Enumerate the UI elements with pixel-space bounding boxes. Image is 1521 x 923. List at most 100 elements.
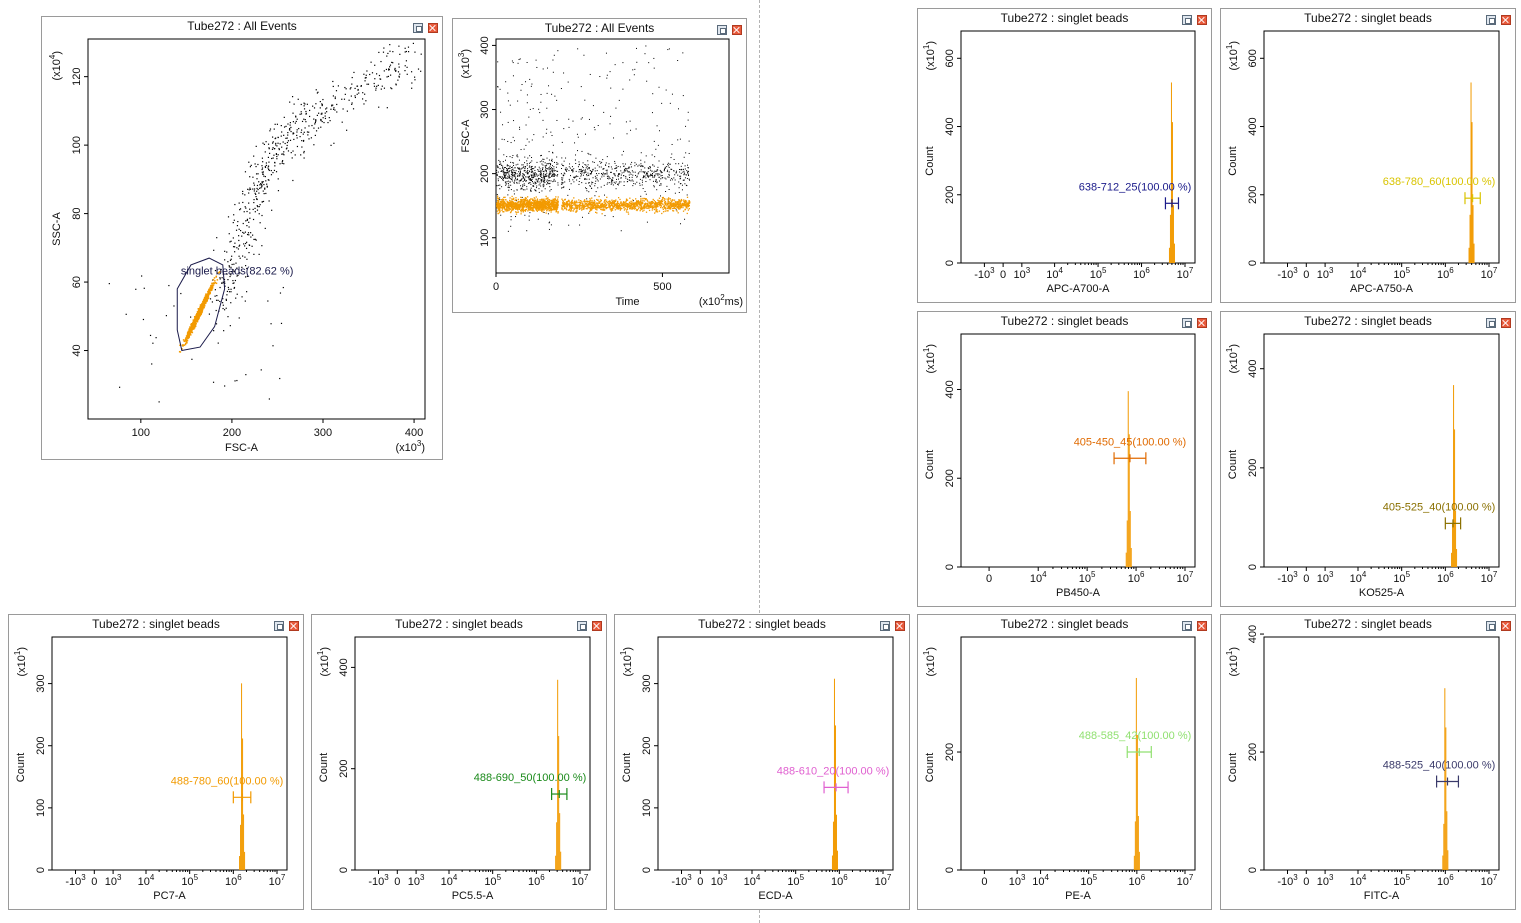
plot-window-fsc-ssc[interactable]: Tube272 : All Events 100 200 300 400 40 60 80 10… bbox=[41, 16, 443, 460]
plot-window-pe[interactable]: Tube272 : singlet beads 0 103 104 105 106 107 0… bbox=[917, 614, 1212, 910]
plot-window-ko525[interactable]: Tube272 : singlet beads -103 0 103 104 105 106… bbox=[1220, 311, 1516, 607]
x-tick-label: 106 bbox=[1133, 266, 1150, 281]
plot-frame bbox=[1263, 333, 1500, 568]
restore-icon[interactable] bbox=[1486, 318, 1496, 328]
plot-frame bbox=[495, 38, 730, 274]
close-icon[interactable] bbox=[428, 23, 438, 33]
histogram-bar bbox=[832, 821, 834, 870]
x-tick-label: 105 bbox=[181, 873, 198, 888]
restore-icon[interactable] bbox=[1486, 621, 1496, 631]
gate-label: 488-690_50(100.00 %) bbox=[474, 772, 587, 784]
histogram-pb450: 0 104 105 106 107 0 200 400 (x101) Count PB450-A 40… bbox=[922, 333, 1196, 599]
restore-icon[interactable] bbox=[1486, 15, 1496, 25]
x-tick-label: 106 bbox=[1128, 570, 1145, 585]
x-tick-label: 104 bbox=[1350, 570, 1367, 585]
x-tick-label: 104 bbox=[1032, 873, 1049, 888]
restore-icon[interactable] bbox=[1182, 15, 1192, 25]
plot-window-apc-a700[interactable]: Tube272 : singlet beads -103 0 103 104 105 106… bbox=[917, 8, 1212, 303]
y-multiplier-label: (x101) bbox=[619, 647, 634, 677]
x-tick-label: 106 bbox=[1129, 873, 1146, 888]
gate-label: 638-780_60(100.00 %) bbox=[1383, 176, 1496, 188]
gate-marker[interactable] bbox=[1164, 197, 1180, 210]
close-icon[interactable] bbox=[592, 621, 602, 631]
y-tick-label: 0 bbox=[944, 260, 956, 266]
close-icon[interactable] bbox=[1197, 621, 1207, 631]
singlet-gate-polygon[interactable] bbox=[176, 257, 226, 352]
gate-marker[interactable] bbox=[1464, 192, 1481, 205]
x-tick-label: 104 bbox=[1046, 266, 1063, 281]
y-axis-label: Count bbox=[15, 753, 27, 782]
plot-window-pc7[interactable]: Tube272 : singlet beads -103 0 103 104 105 106… bbox=[8, 614, 304, 910]
histogram-bar bbox=[1136, 734, 1138, 870]
histogram-bar bbox=[1451, 552, 1453, 567]
histogram-bar bbox=[1456, 548, 1458, 567]
restore-icon[interactable] bbox=[413, 23, 423, 33]
plot-window-fitc[interactable]: Tube272 : singlet beads -103 0 103 104 105 106… bbox=[1220, 614, 1516, 910]
x-tick-label: 400 bbox=[405, 427, 423, 439]
restore-icon[interactable] bbox=[274, 621, 284, 631]
y-tick-label: 120 bbox=[71, 67, 83, 85]
events-singlet-beads bbox=[496, 195, 691, 215]
gate-marker[interactable] bbox=[823, 781, 849, 794]
y-tick-label: 100 bbox=[35, 799, 47, 817]
gate-label: 405-525_40(100.00 %) bbox=[1383, 501, 1496, 513]
histogram-bar bbox=[242, 738, 244, 870]
histogram-bar bbox=[1129, 511, 1131, 567]
restore-icon[interactable] bbox=[717, 25, 727, 35]
histogram-bar bbox=[1125, 552, 1127, 567]
events-ungated bbox=[108, 42, 422, 403]
histogram-bar bbox=[1453, 385, 1455, 567]
y-axis-label: Count bbox=[924, 753, 936, 782]
close-icon[interactable] bbox=[895, 621, 905, 631]
gate-marker[interactable] bbox=[1444, 517, 1462, 530]
close-icon[interactable] bbox=[1197, 15, 1207, 25]
restore-icon[interactable] bbox=[1182, 621, 1192, 631]
plot-window-pc5-5[interactable]: Tube272 : singlet beads -103 0 103 104 105 106… bbox=[311, 614, 607, 910]
y-tick-label: 200 bbox=[338, 760, 350, 778]
y-tick-label: 40 bbox=[71, 344, 83, 356]
gate-marker[interactable] bbox=[551, 788, 568, 801]
gate-marker[interactable] bbox=[1436, 775, 1460, 788]
y-tick-label: 400 bbox=[1247, 360, 1259, 378]
x-tick-label: 106 bbox=[225, 873, 242, 888]
close-icon[interactable] bbox=[732, 25, 742, 35]
y-tick-label: 200 bbox=[479, 164, 491, 182]
y-tick-label: 200 bbox=[1247, 743, 1259, 761]
x-tick-label: 107 bbox=[572, 873, 589, 888]
x-tick-label: 0 bbox=[986, 573, 992, 585]
gate-marker[interactable] bbox=[232, 791, 252, 804]
close-icon[interactable] bbox=[1197, 318, 1207, 328]
close-icon[interactable] bbox=[1501, 621, 1511, 631]
x-tick-label: -103 bbox=[65, 873, 86, 888]
restore-icon[interactable] bbox=[880, 621, 890, 631]
x-tick-label: 500 bbox=[653, 281, 671, 293]
restore-icon[interactable] bbox=[577, 621, 587, 631]
histogram-bar bbox=[1135, 677, 1137, 870]
plot-window-time-fsc[interactable]: Tube272 : All Events 0 500 100 200 300 400 Time… bbox=[452, 18, 747, 313]
close-icon[interactable] bbox=[289, 621, 299, 631]
gate-marker[interactable] bbox=[1126, 746, 1152, 759]
y-axis-label: SSC-A bbox=[51, 212, 63, 246]
plot-window-pb450[interactable]: Tube272 : singlet beads 0 104 105 106 107 0 200… bbox=[917, 311, 1212, 607]
plot-window-ecd[interactable]: Tube272 : singlet beads -103 0 103 104 105 106… bbox=[614, 614, 910, 910]
close-icon[interactable] bbox=[1501, 318, 1511, 328]
close-icon[interactable] bbox=[1501, 15, 1511, 25]
y-tick-label: 300 bbox=[641, 674, 653, 692]
x-tick-label: 0 bbox=[91, 876, 97, 888]
x-tick-label: -103 bbox=[368, 873, 389, 888]
histogram-bar bbox=[240, 824, 242, 870]
gate-marker[interactable] bbox=[1113, 452, 1147, 465]
x-tick-label: 106 bbox=[1437, 570, 1454, 585]
y-tick-label: 0 bbox=[1247, 867, 1259, 873]
plot-title: Tube272 : All Events bbox=[187, 19, 297, 33]
histogram-fitc: -103 0 103 104 105 106 107 0 200 400 (x101) Count FI… bbox=[1225, 625, 1500, 902]
restore-icon[interactable] bbox=[1182, 318, 1192, 328]
x-tick-label: 100 bbox=[132, 427, 150, 439]
x-tick-label: 300 bbox=[314, 427, 332, 439]
histogram-bar bbox=[1455, 510, 1457, 567]
plot-title: Tube272 : singlet beads bbox=[698, 617, 826, 631]
plot-title: Tube272 : singlet beads bbox=[1000, 617, 1129, 631]
plot-title: Tube272 : singlet beads bbox=[92, 617, 220, 631]
y-tick-label: 200 bbox=[944, 743, 956, 761]
plot-window-apc-a750[interactable]: Tube272 : singlet beads -103 0 103 104 105 106… bbox=[1220, 8, 1516, 303]
